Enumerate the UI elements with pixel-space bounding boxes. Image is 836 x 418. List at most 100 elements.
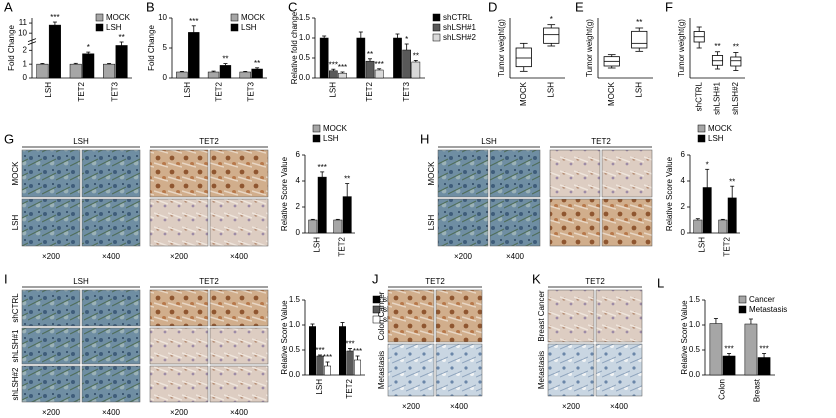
x-tick-label: LSH: [698, 237, 707, 253]
micrograph: [547, 289, 595, 343]
panel-letter: K: [532, 271, 541, 286]
bar: [308, 219, 318, 234]
panel-letter: I: [4, 271, 8, 286]
y-tick-label: 0.5: [689, 345, 701, 354]
magnification: ×200: [402, 402, 421, 411]
significance: ***: [329, 60, 338, 69]
legend-swatch: [432, 33, 441, 42]
significance: **: [344, 175, 350, 184]
bar: [757, 357, 771, 376]
significance: **: [118, 33, 124, 42]
panel-letter: L: [657, 275, 664, 290]
column-header: TET2: [425, 277, 445, 286]
row-label: LSH: [11, 214, 20, 230]
bar: [354, 359, 361, 376]
significance: ***: [318, 163, 327, 172]
legend-label: LSH: [708, 134, 724, 143]
y-axis-label: Relative Score Value: [665, 156, 674, 231]
panel-letter: E: [575, 0, 584, 14]
panel-letter: H: [420, 131, 429, 146]
x-tick-label: LSH: [634, 82, 643, 98]
micrograph: [489, 149, 541, 198]
x-tick-label: MOCK: [607, 81, 616, 106]
row-label: shCTRL: [11, 293, 20, 323]
micrograph: [81, 149, 141, 198]
y-tick-label: 0.5: [299, 53, 311, 62]
magnification: ×200: [42, 252, 61, 261]
x-tick-label: LSH: [313, 237, 322, 253]
significance: ***: [374, 60, 383, 69]
magnification: ×200: [562, 402, 581, 411]
y-tick-label: 1.5: [299, 13, 311, 22]
significance: *: [550, 15, 553, 24]
row-label: shLSH#1: [11, 329, 20, 362]
significance: ***: [338, 63, 347, 72]
micrograph: [209, 327, 269, 365]
x-tick-label: LSH: [315, 379, 324, 395]
column-header: LSH: [73, 137, 89, 146]
row-label: Breast Cancer: [537, 290, 546, 341]
micrograph: [149, 289, 209, 327]
legend-swatch: [432, 13, 441, 22]
legend-swatch: [738, 295, 747, 304]
micrograph: [209, 149, 269, 198]
magnification: ×400: [102, 408, 121, 417]
y-tick-label: 0: [23, 73, 28, 82]
y-tick-label: 1.0: [299, 33, 311, 42]
y-tick-label: 0.5: [289, 345, 301, 354]
panel-letter: D: [488, 0, 497, 14]
x-tick-label: LSH: [183, 82, 192, 98]
micrograph: [435, 343, 483, 397]
micrograph: [21, 365, 81, 403]
x-tick-label: LSH: [44, 82, 53, 98]
micrograph: [549, 149, 601, 198]
y-tick-label: 11: [19, 18, 28, 27]
micrograph: [387, 289, 435, 343]
legend-swatch: [312, 134, 321, 143]
bar: [339, 326, 346, 376]
significance: **: [222, 55, 228, 64]
significance: **: [254, 59, 260, 68]
micrograph: [81, 327, 141, 365]
y-tick-label: 0: [681, 228, 686, 237]
x-tick-label: TET3: [110, 81, 119, 101]
panel-letter: B: [146, 0, 155, 14]
micrograph: [21, 198, 81, 247]
bar: [411, 61, 421, 79]
legend-label: shCTRL: [443, 13, 473, 22]
legend-label: MOCK: [241, 13, 266, 22]
significance: **: [367, 50, 373, 59]
micrograph: [595, 343, 643, 397]
micrograph: [549, 198, 601, 247]
legend-swatch: [95, 13, 104, 22]
legend-label: Cancer: [749, 295, 775, 304]
x-tick-label: TET2: [215, 81, 224, 101]
micrograph: [81, 198, 141, 247]
significance: *: [706, 160, 709, 169]
micrograph: [209, 289, 269, 327]
legend-swatch: [697, 124, 706, 133]
x-tick-label: shLSH#1: [713, 81, 722, 114]
micrograph: [21, 289, 81, 327]
micrograph: [209, 198, 269, 247]
panel-letter: J: [372, 271, 379, 286]
significance: ***: [353, 347, 362, 356]
bar: [402, 49, 412, 79]
bar: [333, 219, 343, 234]
y-tick-label: 2: [681, 202, 686, 211]
legend-swatch: [372, 305, 381, 314]
significance: ***: [315, 346, 324, 355]
y-tick-label: 1: [23, 59, 28, 68]
y-tick-label: 6: [296, 150, 301, 159]
significance: ***: [323, 353, 332, 362]
bar: [374, 69, 384, 79]
legend-label: LSH: [241, 23, 257, 32]
x-tick-label: TET2: [365, 81, 374, 101]
significance: **: [714, 42, 720, 51]
y-axis-label: Fold Change: [7, 25, 16, 71]
magnification: ×200: [42, 408, 61, 417]
bar: [356, 37, 366, 79]
y-axis-label: Relative Score Value: [280, 156, 289, 231]
bar: [338, 72, 347, 79]
legend-swatch: [95, 23, 104, 32]
